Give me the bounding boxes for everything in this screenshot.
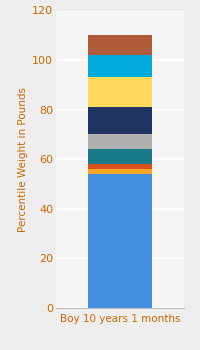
Bar [88, 174, 152, 308]
Bar [88, 107, 152, 134]
Bar [88, 149, 152, 164]
Bar [88, 169, 152, 174]
Bar [88, 55, 152, 77]
Bar [88, 77, 152, 107]
Bar [88, 134, 152, 149]
Y-axis label: Percentile Weight in Pounds: Percentile Weight in Pounds [18, 87, 28, 232]
Bar [88, 164, 152, 169]
Bar [88, 35, 152, 55]
